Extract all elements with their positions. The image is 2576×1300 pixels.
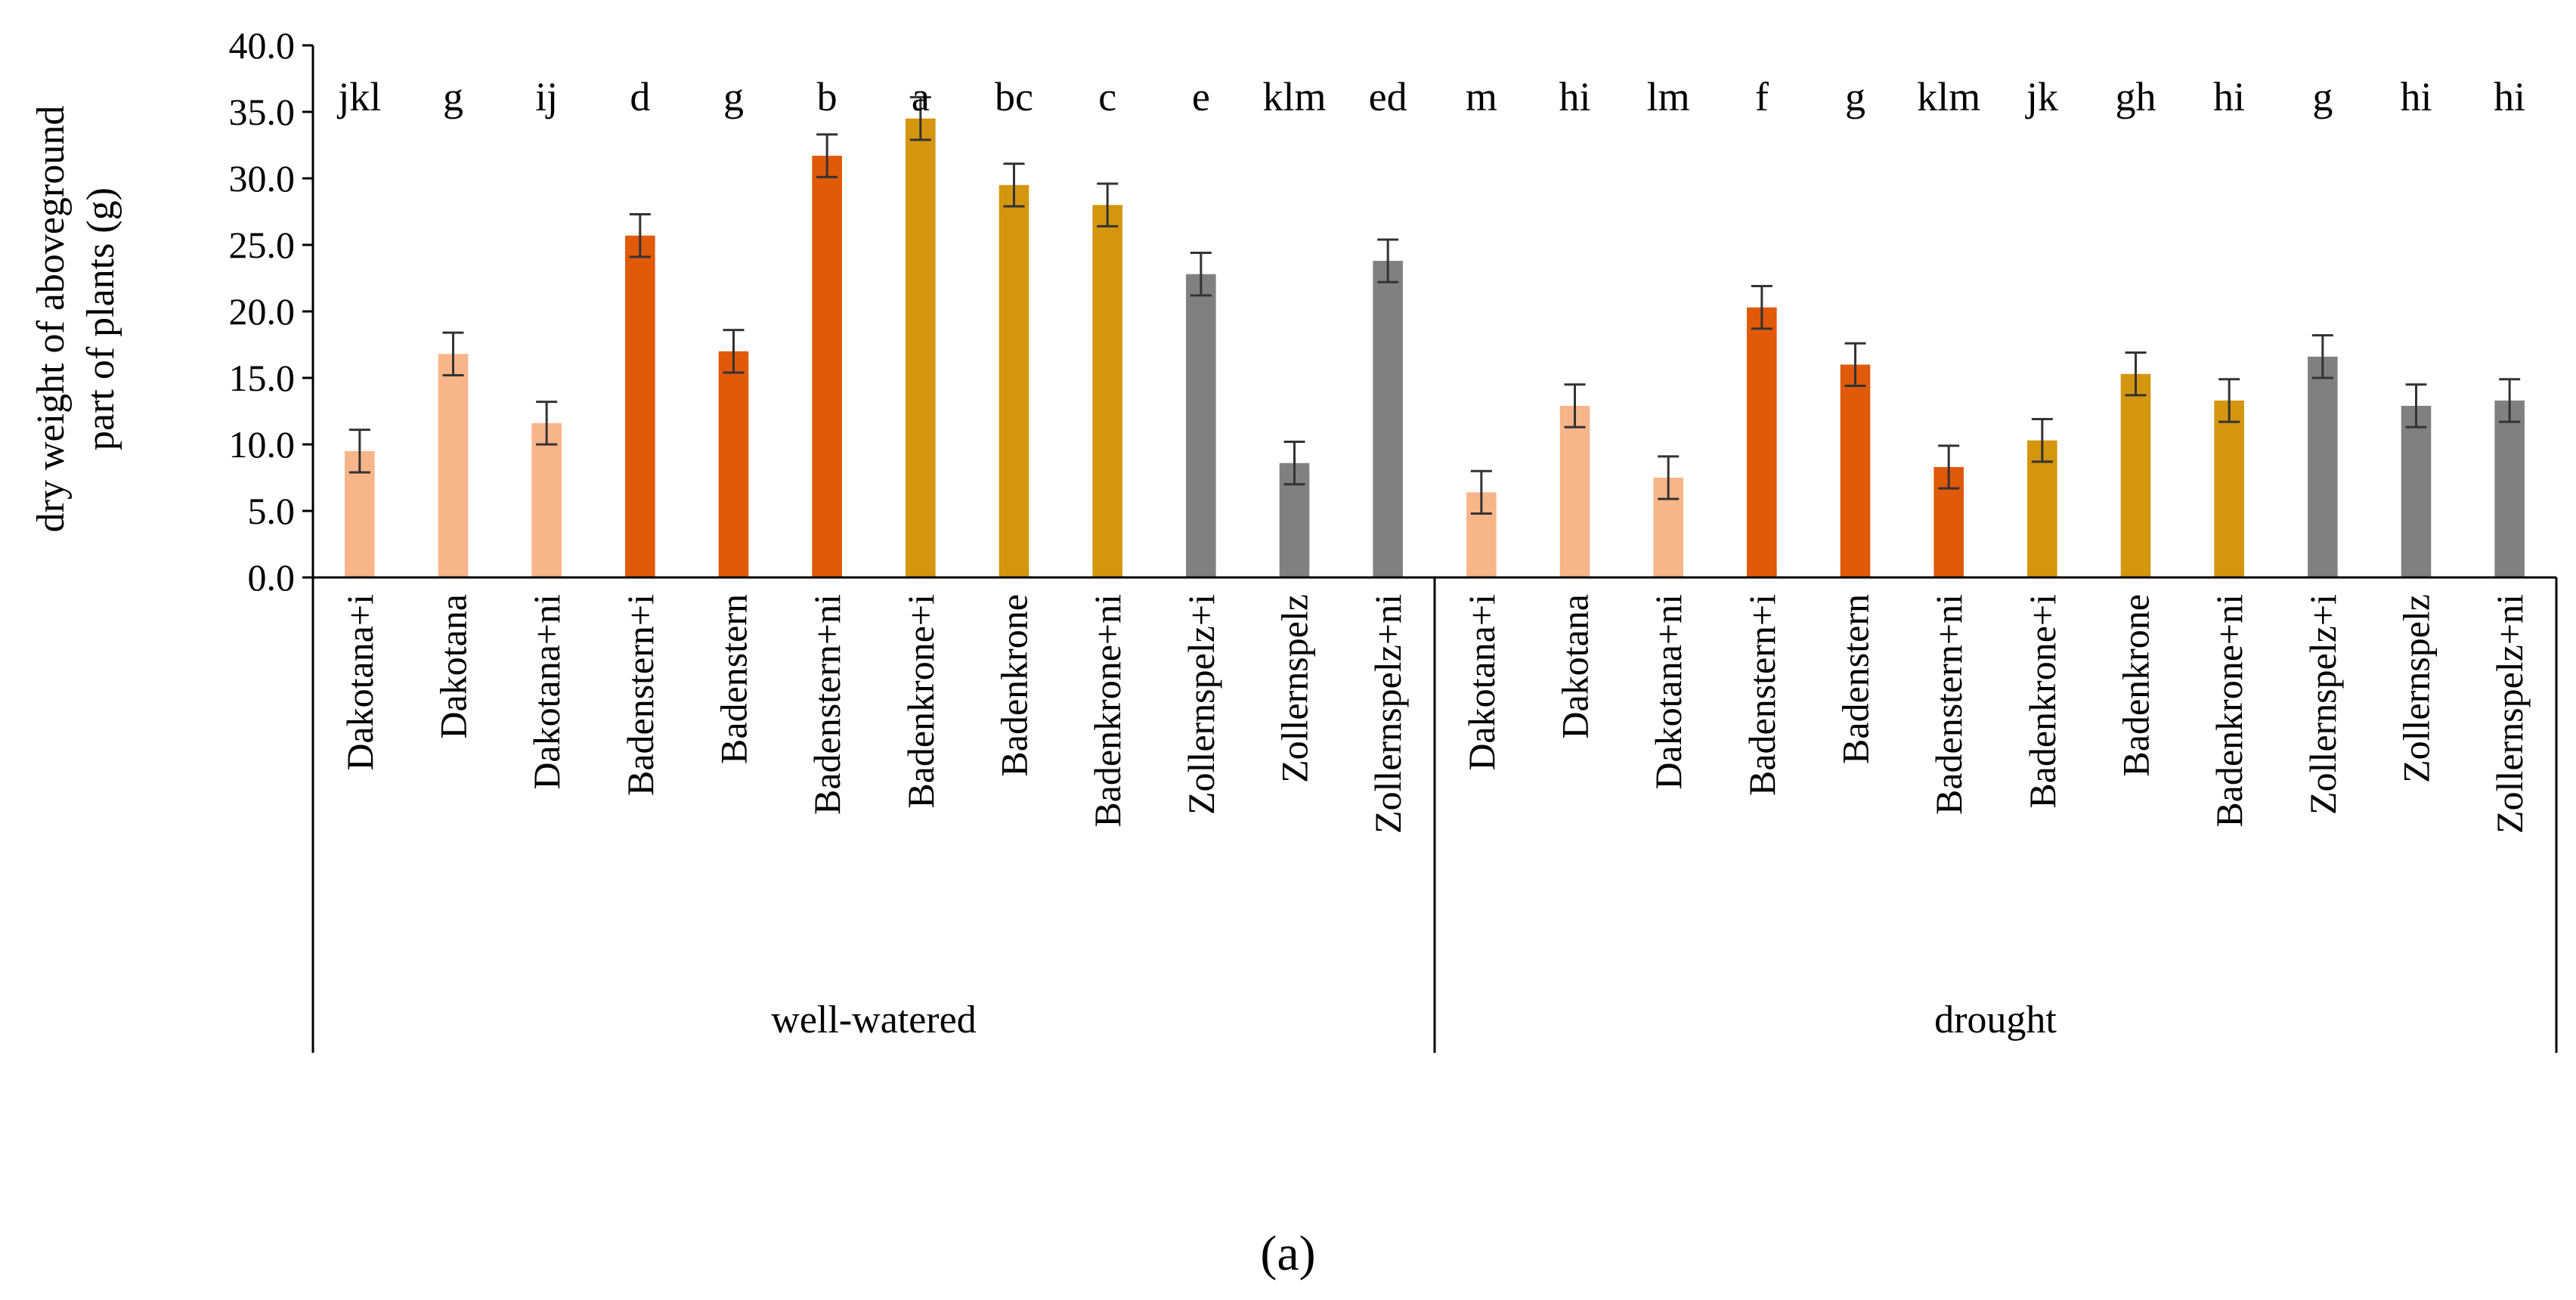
y-tick-label: 20.0: [229, 290, 296, 333]
y-tick-label: 10.0: [229, 423, 296, 466]
bar: [2027, 440, 2057, 577]
bar: [531, 422, 562, 577]
y-axis-label: dry weight of aboveground part of plants…: [29, 106, 122, 533]
category-label: Badenstern+i: [619, 594, 661, 796]
category-label: Badenstern+ni: [806, 594, 848, 815]
significance-letter: hi: [1559, 74, 1590, 119]
significance-letter: gh: [2116, 74, 2156, 119]
bar: [2120, 373, 2151, 577]
category-label: Badenstern: [1834, 594, 1877, 764]
significance-letter: hi: [2494, 74, 2525, 119]
significance-letter: ij: [535, 74, 558, 119]
category-label: Zollernspelz+i: [2302, 594, 2344, 815]
y-tick-label: 35.0: [229, 91, 296, 133]
significance-letter: d: [630, 74, 650, 119]
axes: [311, 45, 2558, 1053]
significance-letter: g: [2312, 74, 2333, 119]
y-tick-label: 0.0: [248, 556, 296, 599]
bar: [1559, 405, 1590, 577]
y-tick-label: 40.0: [229, 24, 296, 67]
bar: [438, 354, 469, 577]
significance-letter: m: [1466, 74, 1497, 119]
bar: [812, 156, 842, 577]
bar: [1186, 274, 1216, 577]
significance-letter: a: [912, 74, 930, 119]
bar: [2401, 405, 2432, 577]
bar: [625, 235, 655, 577]
y-tick-label: 30.0: [229, 157, 296, 200]
y-axis-ticks: 0.0 5.0 10.0 15.0 20.0 25.0 30.0 35.0 40.0: [229, 24, 313, 599]
significance-letter: g: [443, 74, 463, 119]
bar: [1092, 205, 1122, 577]
category-label: Badenkrone: [993, 594, 1036, 777]
bar: [1840, 364, 1871, 577]
category-label: Dakotana+ni: [1647, 594, 1689, 790]
y-tick-label: 15.0: [229, 357, 296, 399]
category-labels: Dakotana+i Dakotana Dakotana+ni Badenstern+…: [339, 594, 2531, 834]
category-label: Badenkrone: [2115, 594, 2157, 777]
category-label: Badenstern: [713, 594, 755, 764]
y-tick-label: 5.0: [248, 490, 296, 532]
category-label: Zollernspelz: [2395, 594, 2438, 783]
bar: [2214, 400, 2244, 577]
significance-letter: jkl: [336, 74, 381, 119]
group-label-well-watered: well-watered: [771, 998, 976, 1042]
category-label: Dakotana: [1554, 594, 1596, 739]
category-label: Dakotana: [432, 594, 475, 739]
category-label: Badenstern+i: [1741, 594, 1783, 796]
significance-letter: f: [1755, 74, 1769, 119]
significance-letter: hi: [2213, 74, 2245, 119]
significance-letters: jkl g ij d g b a bc c e klm ed m hi lm f g klm jk gh hi g hi hi: [336, 74, 2525, 119]
significance-letter: g: [723, 74, 744, 119]
significance-letter: g: [1845, 74, 1865, 119]
y-axis-label-line-2: part of plants (g): [79, 187, 122, 450]
significance-letter: klm: [1262, 74, 1326, 119]
bar: [1373, 261, 1403, 577]
significance-letter: jk: [2025, 74, 2058, 119]
category-label: Zollernspelz+i: [1180, 594, 1222, 815]
bar: [2494, 400, 2525, 577]
bar: [718, 351, 749, 577]
category-label: Dakotana+i: [1460, 594, 1503, 771]
significance-letter: lm: [1647, 74, 1690, 119]
category-label: Dakotana+ni: [525, 594, 568, 790]
y-tick-label: 25.0: [229, 224, 296, 266]
error-bars: [348, 96, 2521, 515]
bar: [906, 118, 936, 578]
category-label: Badenkrone+i: [2021, 594, 2064, 809]
significance-letter: b: [817, 74, 838, 119]
significance-letter: hi: [2400, 74, 2432, 119]
category-label: Badenkrone+ni: [2208, 594, 2250, 828]
significance-letter: c: [1098, 74, 1116, 119]
category-label: Zollernspelz: [1274, 594, 1316, 783]
significance-letter: klm: [1917, 74, 1980, 119]
bar: [999, 184, 1029, 578]
y-axis-label-line-1: dry weight of aboveground: [29, 106, 73, 533]
bar: [1747, 307, 1777, 577]
bar: [2308, 356, 2338, 577]
bars: [345, 118, 2525, 578]
category-label: Badenkrone+ni: [1086, 594, 1129, 828]
category-label: Zollernspelz+ni: [2488, 594, 2531, 834]
category-label: Badenstern+ni: [1927, 594, 1970, 815]
panel-label: (a): [1260, 1226, 1315, 1281]
category-label: Dakotana+i: [339, 594, 381, 771]
group-label-drought: drought: [1934, 998, 2057, 1042]
significance-letter: bc: [995, 74, 1033, 119]
significance-letter: e: [1192, 74, 1210, 119]
category-label: Badenkrone+i: [899, 594, 942, 809]
category-label: Zollernspelz+ni: [1367, 594, 1409, 834]
significance-letter: ed: [1369, 74, 1407, 119]
